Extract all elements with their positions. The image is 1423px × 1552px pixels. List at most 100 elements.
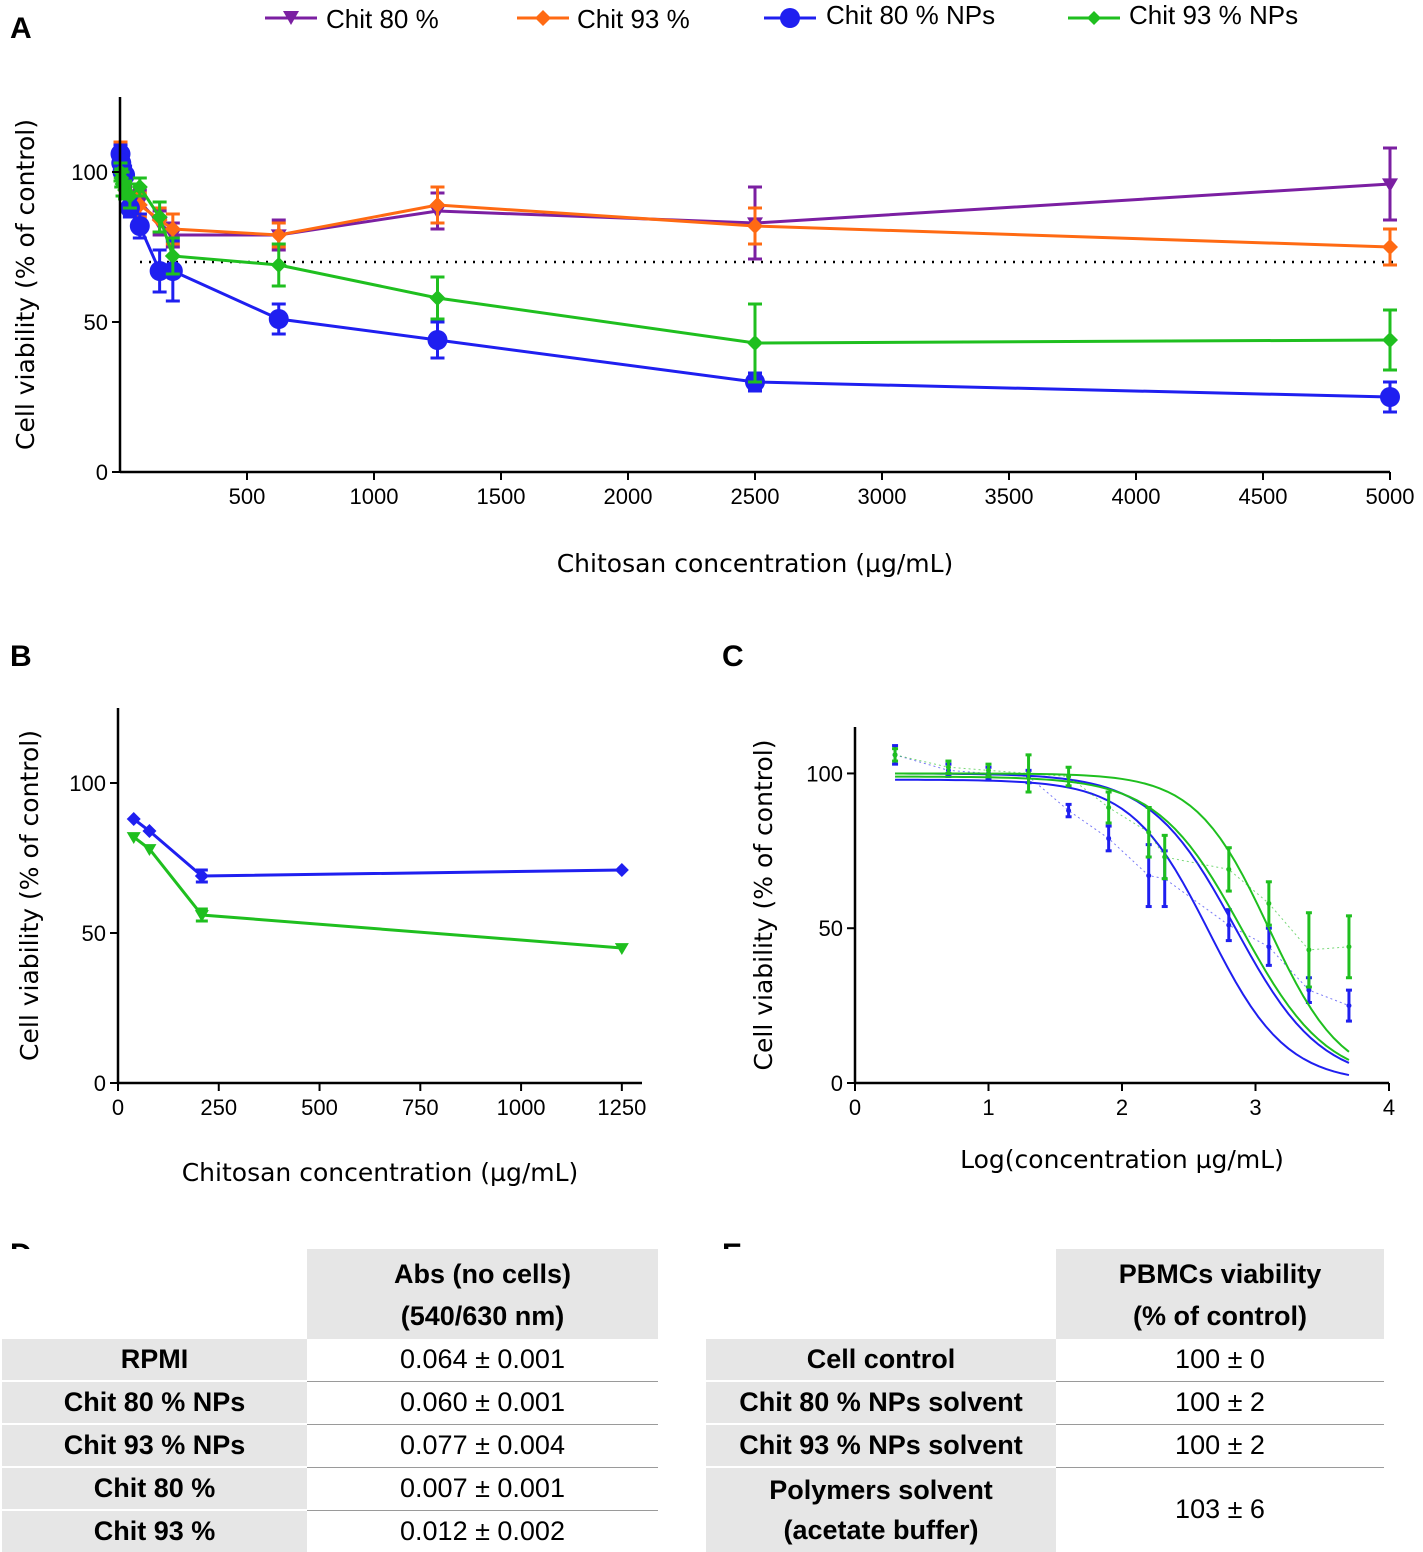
data-point — [1382, 178, 1398, 192]
x-tick-label: 5000 — [1366, 484, 1415, 509]
table-e: PBMCs viability (% of control) Cell cont… — [706, 1249, 1384, 1552]
x-tick-label: 0 — [112, 1095, 124, 1120]
table-d: Abs (no cells) (540/630 nm) RPMI 0.064 ±… — [2, 1249, 658, 1552]
data-point — [151, 209, 168, 225]
y-axis-title: Cell viability (% of control) — [15, 730, 44, 1061]
legend-entry-chit80: Chit 80 % — [265, 4, 439, 34]
y-tick-label: 0 — [94, 1071, 106, 1096]
table-e-row-label-line1: Polymers solvent — [769, 1475, 993, 1505]
data-point — [126, 832, 141, 844]
data-point — [142, 824, 157, 838]
x-tick-label: 0 — [849, 1095, 861, 1120]
y-tick-label: 0 — [96, 460, 108, 485]
table-d-row-value: 0.077 ± 0.004 — [307, 1424, 658, 1468]
y-tick-label: 100 — [71, 160, 108, 185]
data-point — [1162, 854, 1168, 860]
x-tick-label: 1000 — [497, 1095, 546, 1120]
table-d-row-label: RPMI — [2, 1339, 307, 1382]
x-tick-label: 4000 — [1112, 484, 1161, 509]
table-e-row-label-line2: (acetate buffer) — [783, 1515, 979, 1545]
table-row: Chit 80 % NPs solvent 100 ± 2 — [706, 1381, 1384, 1425]
data-point — [1346, 944, 1352, 950]
x-tick-label: 2000 — [604, 484, 653, 509]
table-row: Polymers solvent (acetate buffer) 103 ± … — [706, 1467, 1384, 1552]
table-d-row-value: 0.012 ± 0.002 — [400, 1515, 565, 1546]
table-e-header-row: PBMCs viability (% of control) — [706, 1249, 1384, 1339]
x-tick-label: 1500 — [477, 484, 526, 509]
table-row: RPMI 0.064 ± 0.001 — [2, 1339, 658, 1382]
table-e-row-value: 103 ± 6 — [1175, 1494, 1265, 1525]
chart-c: 0 50 100 0 1 2 3 4 Log(concentration µg/mL) Cell … — [749, 727, 1395, 1174]
x-tick-label: 750 — [402, 1095, 439, 1120]
data-point — [1226, 922, 1232, 928]
table-d-row-value: 0.060 ± 0.001 — [307, 1381, 658, 1425]
table-e-row-label: Chit 93 % NPs solvent — [706, 1424, 1056, 1468]
data-point — [1306, 987, 1312, 993]
x-axis-title: Log(concentration µg/mL) — [960, 1145, 1284, 1174]
x-tick-label: 250 — [200, 1095, 237, 1120]
fit-curve-2-2 — [895, 775, 1350, 1061]
data-point — [1026, 770, 1032, 776]
legend-label-chit93np: Chit 93 % NPs — [1129, 0, 1298, 30]
legend-label-chit80: Chit 80 % — [326, 4, 439, 34]
y-tick-label: 100 — [806, 761, 843, 786]
data-point — [1266, 944, 1272, 950]
data-point — [1066, 808, 1072, 814]
table-d-header-line1: Abs (no cells) — [393, 1259, 572, 1289]
legend-entry-chit93np: Chit 93 % NPs — [1068, 0, 1298, 30]
table-e-row-label: Cell control — [706, 1339, 1056, 1382]
table-d-header-line2: (540/630 nm) — [400, 1301, 565, 1331]
table-d-row-value: 0.064 ± 0.001 — [307, 1339, 658, 1382]
y-axis-title: Cell viability (% of control) — [11, 119, 40, 450]
data-point — [986, 767, 991, 773]
table-d-row-label: Chit 80 % — [2, 1467, 307, 1511]
table-e-row-label: Chit 80 % NPs solvent — [706, 1381, 1056, 1425]
table-row: Chit 93 % 0.012 ± 0.002 — [2, 1510, 658, 1552]
table-d-row-label: Chit 93 % NPs — [2, 1424, 307, 1468]
table-row: Chit 93 % NPs solvent 100 ± 2 — [706, 1424, 1384, 1468]
data-point — [614, 863, 629, 877]
data-point — [126, 812, 141, 826]
fit-curve-1-2 — [895, 778, 1350, 1077]
fit-curve-2-1 — [895, 772, 1350, 1053]
legend-label-chit80np: Chit 80 % NPs — [826, 0, 995, 30]
x-tick-label: 500 — [229, 484, 266, 509]
data-point — [1382, 239, 1398, 255]
x-tick-label: 2500 — [731, 484, 780, 509]
chart-a-legend: Chit 80 % Chit 93 % Chit 80 % NPs Chit 9… — [265, 0, 1298, 34]
data-point — [1146, 829, 1152, 835]
data-point — [164, 221, 181, 237]
x-tick-label: 1000 — [350, 484, 399, 509]
y-tick-label: 50 — [819, 916, 843, 941]
data-point — [270, 257, 287, 273]
data-point — [1226, 866, 1232, 872]
y-tick-label: 0 — [831, 1071, 843, 1096]
data-point — [429, 290, 446, 306]
table-e-header-line2: (% of control) — [1133, 1301, 1307, 1331]
data-point — [614, 943, 629, 955]
series-line-2 — [132, 835, 622, 950]
x-tick-label: 3000 — [858, 484, 907, 509]
y-tick-label: 50 — [82, 921, 106, 946]
data-point — [129, 216, 150, 236]
x-axis-title: Chitosan concentration (µg/mL) — [182, 1158, 579, 1187]
table-e-header-blank — [706, 1249, 1056, 1339]
data-point — [1066, 774, 1072, 780]
x-tick-label: 2 — [1116, 1095, 1128, 1120]
x-axis-title: Chitosan concentration (µg/mL) — [557, 549, 954, 578]
data-point — [142, 844, 157, 856]
table-e-row-value: 100 ± 2 — [1056, 1381, 1384, 1425]
table-e-row-value: 100 ± 2 — [1056, 1424, 1384, 1468]
series-line-1 — [132, 817, 622, 878]
x-tick-label: 500 — [301, 1095, 338, 1120]
data-point — [268, 309, 289, 329]
fit-curve-1-1 — [895, 772, 1350, 1064]
y-tick-label: 50 — [84, 310, 108, 335]
table-row: Chit 80 % 0.007 ± 0.001 — [2, 1467, 658, 1511]
legend-entry-chit80np: Chit 80 % NPs — [764, 0, 995, 30]
table-d-row-label: Chit 93 % — [2, 1510, 307, 1552]
table-e-header: PBMCs viability (% of control) — [1056, 1249, 1384, 1339]
x-tick-label: 3500 — [985, 484, 1034, 509]
x-tick-label: 1 — [982, 1095, 994, 1120]
